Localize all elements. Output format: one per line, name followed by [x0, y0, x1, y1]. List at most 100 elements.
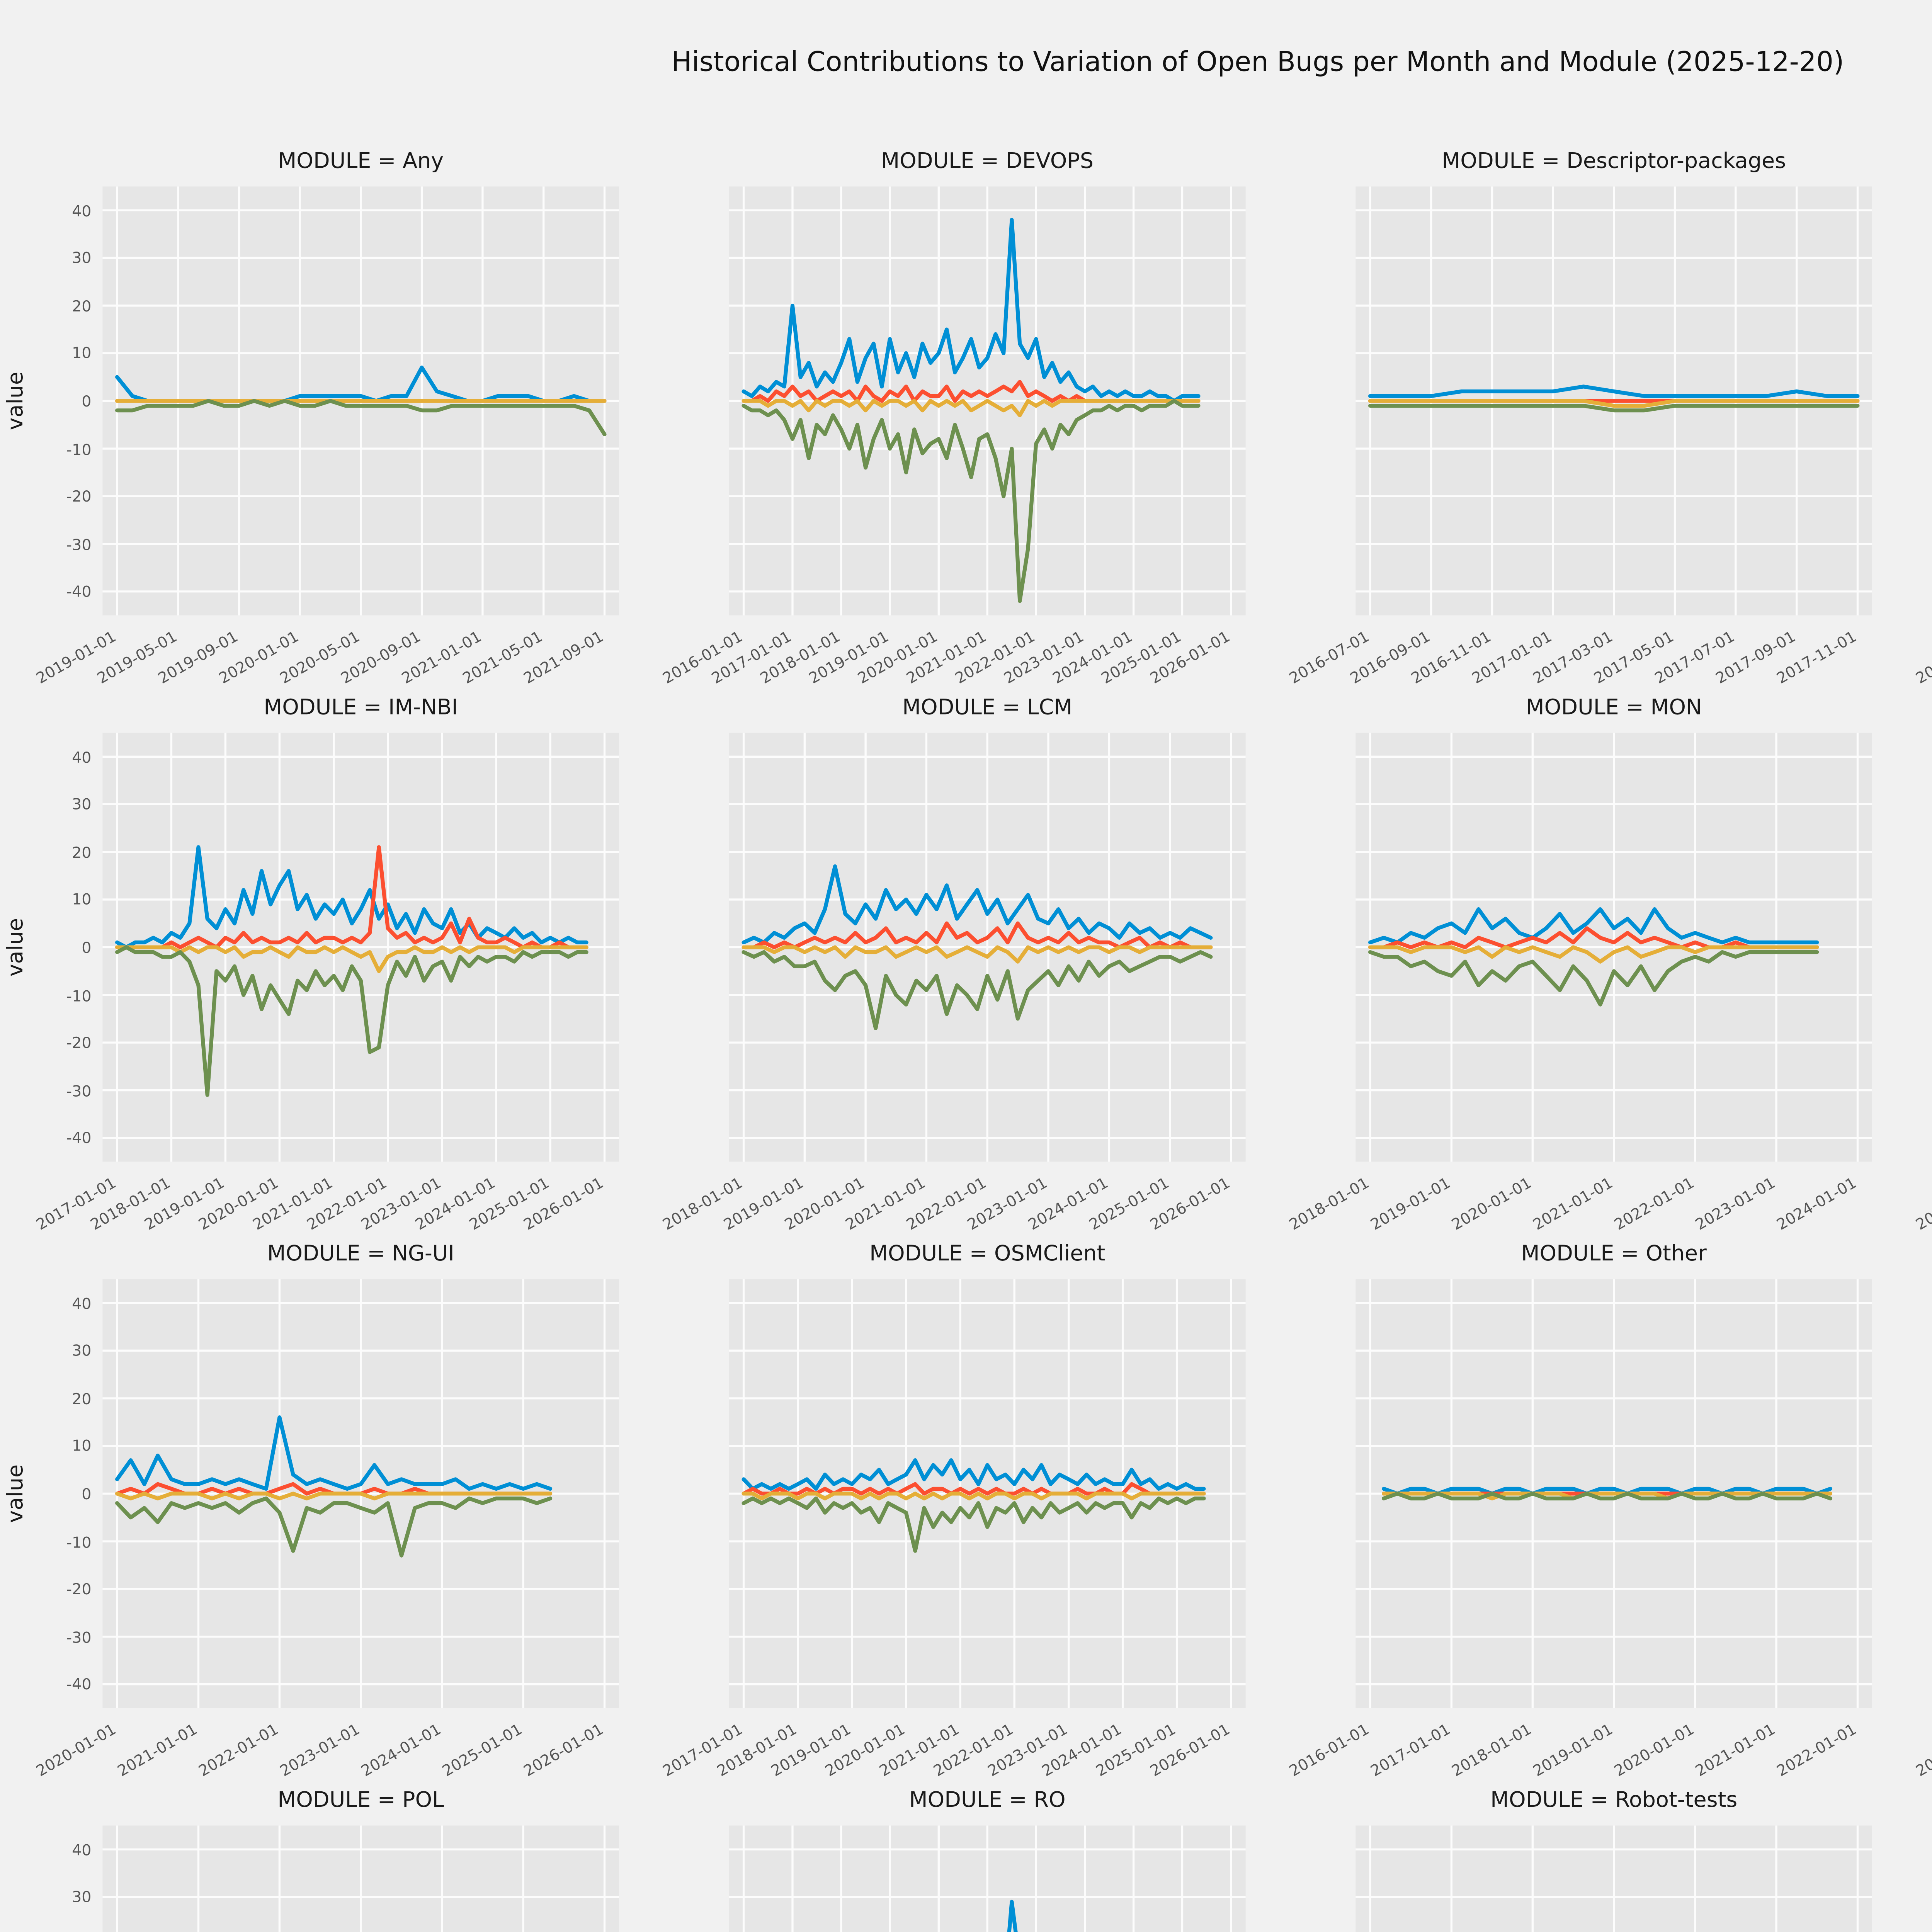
y-tick-label: 40	[72, 201, 92, 220]
subplot-title: MODULE = RO	[909, 1786, 1066, 1813]
series-reopened	[742, 921, 1213, 949]
plot-area: 2018-01-012019-01-012020-01-012021-01-01…	[1286, 733, 1872, 1234]
series-opened	[742, 864, 1213, 945]
x-tick-label: 2016-01-01	[1286, 1720, 1372, 1780]
x-tick-label: 2022-01-01	[1774, 1720, 1859, 1780]
series-opened	[1382, 1486, 1833, 1496]
x-tick-label: 2018-01-01	[1286, 1174, 1372, 1234]
series-closed	[742, 399, 1201, 603]
series-false_closed	[115, 945, 588, 973]
series-closed	[115, 945, 588, 1097]
series-closed	[742, 950, 1213, 1031]
x-tick-label: 2024-01-01	[358, 1720, 444, 1780]
x-tick-label: 2022-01-01	[1611, 1174, 1697, 1234]
subplot-title: MODULE = MON	[1526, 694, 1702, 720]
series-opened	[1368, 384, 1860, 398]
series-closed	[115, 1496, 553, 1558]
plot-area: 2020-01-012021-01-012022-01-012023-01-01…	[33, 1279, 619, 1780]
plot-area: 2020-01-012021-01-012022-01-012023-01-01…	[1355, 1825, 1872, 1932]
x-tick-label: 2018-01-01	[1449, 1720, 1534, 1780]
x-tick-label: 2021-01-01	[1530, 1174, 1616, 1234]
y-tick-label: 20	[72, 296, 92, 315]
subplot-title: MODULE = IM-NBI	[264, 694, 458, 720]
series-false_closed	[1368, 945, 1819, 964]
subplot-title: MODULE = Descriptor-packages	[1442, 147, 1786, 173]
subplot-title: MODULE = DEVOPS	[881, 147, 1094, 173]
x-tick-label: 2021-01-01	[114, 1720, 200, 1780]
series-opened	[742, 1458, 1206, 1491]
series-opened	[742, 218, 1201, 403]
subplot-title: MODULE = OSMClient	[869, 1240, 1105, 1266]
y-axis-label: value	[2, 371, 28, 430]
x-tick-label: 2022-01-01	[196, 1720, 281, 1780]
y-tick-label: 0	[82, 938, 92, 957]
y-tick-label: -40	[66, 1128, 92, 1147]
series-closed	[742, 1496, 1206, 1553]
x-tick-label: 2020-01-01	[1449, 1174, 1534, 1234]
subplot-title: MODULE = NG-UI	[267, 1240, 454, 1266]
series-false_closed	[742, 399, 1201, 417]
y-tick-label: 30	[72, 248, 92, 267]
figure-title: Historical Contributions to Variation of…	[671, 48, 1844, 78]
x-tick-label: 2023-01-01	[1692, 1174, 1778, 1234]
series-closed	[1368, 404, 1860, 413]
y-tick-label: 30	[72, 1888, 92, 1906]
x-tick-label: 2016-01-01	[1913, 628, 1932, 687]
series-false_closed	[742, 1492, 1206, 1501]
y-tick-label: -40	[66, 582, 92, 601]
x-tick-label: 2020-07-01	[1913, 1720, 1932, 1780]
x-tick-label: 2016-01-01	[1913, 1174, 1932, 1234]
y-tick-label: 20	[72, 842, 92, 861]
series-false_closed	[742, 945, 1213, 964]
plot-area: 2016-01-012017-01-012018-01-012019-01-01…	[729, 1825, 1246, 1932]
plot-area: 2018-01-012019-01-012020-01-012021-01-01…	[102, 1825, 619, 1932]
y-tick-label: 10	[72, 890, 92, 909]
y-tick-label: -10	[66, 439, 92, 458]
series-reopened	[742, 1482, 1206, 1496]
subplot-title: MODULE = Other	[1521, 1240, 1707, 1266]
x-tick-label: 2026-01-01	[520, 1720, 606, 1780]
x-tick-label: 2017-01-01	[1367, 1720, 1453, 1780]
series-opened	[115, 1415, 553, 1491]
y-tick-label: 30	[72, 1341, 92, 1360]
series-closed	[1368, 950, 1819, 1007]
series-opened	[1368, 907, 1819, 945]
x-tick-label: 2025-01-01	[439, 1720, 525, 1780]
series-opened	[115, 845, 588, 949]
y-tick-label: 0	[82, 1484, 92, 1503]
y-tick-label: 40	[72, 1840, 92, 1859]
y-tick-label: -20	[66, 487, 92, 506]
y-tick-label: 10	[72, 344, 92, 363]
series-reopened	[1368, 926, 1819, 949]
subplot-title: MODULE = Any	[278, 147, 444, 173]
y-tick-label: -30	[66, 1081, 92, 1100]
x-tick-label: 2019-01-01	[1530, 1720, 1616, 1780]
plot-area: 2016-07-012016-09-012016-11-012017-01-01…	[1286, 186, 1872, 687]
y-tick-label: -20	[66, 1579, 92, 1599]
y-tick-label: -30	[66, 534, 92, 553]
series-false_closed	[115, 1492, 553, 1501]
y-tick-label: 30	[72, 795, 92, 814]
subplot-title: MODULE = Robot-tests	[1490, 1786, 1738, 1813]
x-tick-label: 2023-01-01	[277, 1720, 363, 1780]
y-tick-label: -10	[66, 1532, 92, 1551]
series-closed	[115, 399, 607, 436]
plot-area: 2018-01-012019-01-012020-01-012021-01-01…	[660, 733, 1246, 1234]
x-tick-label: 2021-01-01	[1692, 1720, 1778, 1780]
y-tick-label: -10	[66, 985, 92, 1004]
y-axis-label: value	[2, 1464, 28, 1523]
plot-area: 2017-01-012018-01-012019-01-012020-01-01…	[33, 733, 619, 1234]
series-closed	[1382, 1492, 1833, 1501]
plot-area: 2016-01-012017-01-012018-01-012019-01-01…	[1286, 1279, 1872, 1780]
plot-area: 2019-01-012019-05-012019-09-012020-01-01…	[33, 186, 619, 687]
series-false_closed	[1382, 1492, 1833, 1501]
y-tick-label: 10	[72, 1436, 92, 1456]
y-tick-label: 40	[72, 747, 92, 766]
y-tick-label: 20	[72, 1389, 92, 1408]
y-tick-label: -40	[66, 1675, 92, 1694]
y-tick-label: 40	[72, 1293, 92, 1313]
series-false_closed	[1368, 399, 1860, 408]
y-tick-label: 0	[82, 391, 92, 410]
plot-area: 2017-01-012018-01-012019-01-012020-01-01…	[660, 1279, 1246, 1780]
